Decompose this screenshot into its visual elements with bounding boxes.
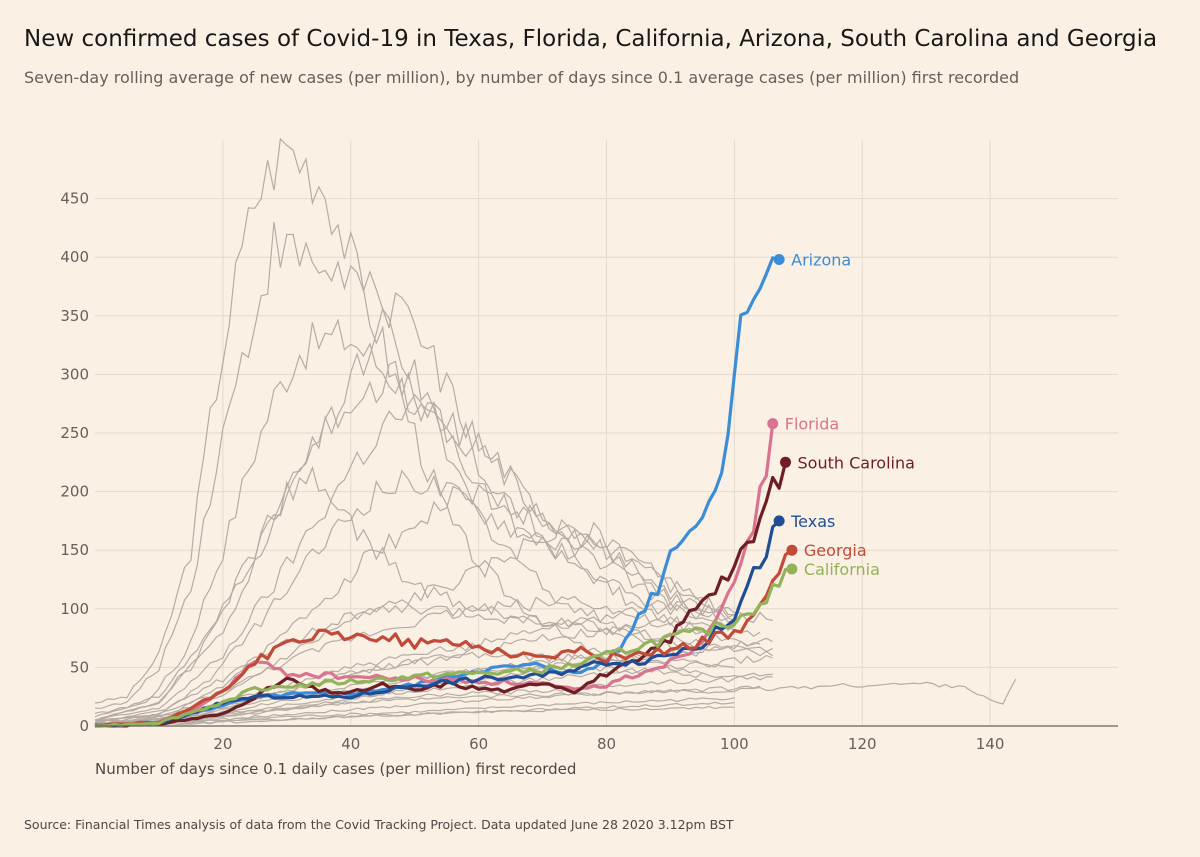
x-tick-label: 60 — [469, 735, 488, 753]
south-carolina-end-dot — [780, 456, 792, 468]
x-tick-label: 80 — [597, 735, 616, 753]
y-tick-label: 200 — [60, 483, 89, 501]
y-tick-label: 350 — [60, 307, 89, 325]
x-tick-label: 20 — [213, 735, 232, 753]
texas-label: Texas — [790, 512, 835, 531]
y-tick-label: 300 — [60, 365, 89, 383]
gridlines — [95, 140, 1118, 726]
georgia-label: Georgia — [804, 541, 867, 560]
background-country-line — [94, 697, 735, 727]
y-tick-label: 50 — [70, 658, 89, 676]
background-country-line — [94, 705, 735, 727]
california-end-dot — [786, 563, 798, 575]
georgia-end-dot — [786, 544, 798, 556]
california-line — [95, 567, 793, 728]
background-country-line — [94, 393, 735, 721]
south-carolina-label: South Carolina — [798, 453, 915, 472]
background-country-line — [94, 469, 735, 724]
south-carolina-line — [94, 461, 788, 728]
y-tick-label: 150 — [60, 541, 89, 559]
background-country-line — [94, 664, 773, 726]
y-tick-label: 450 — [60, 190, 89, 208]
x-tick-label: 40 — [341, 735, 360, 753]
background-country-line — [94, 483, 735, 724]
background-country-line — [94, 678, 1017, 725]
background-country-line — [94, 137, 703, 704]
background-country-line — [94, 595, 761, 724]
x-axis-label: Number of days since 0.1 daily cases (pe… — [95, 760, 576, 778]
source-note: Source: Financial Times analysis of data… — [24, 817, 734, 832]
x-tick-label: 100 — [720, 735, 749, 753]
background-country-line — [94, 360, 735, 722]
x-tick-label: 140 — [976, 735, 1005, 753]
y-tick-label: 400 — [60, 248, 89, 266]
florida-label: Florida — [785, 415, 839, 434]
chart-title: New confirmed cases of Covid-19 in Texas… — [24, 26, 1158, 52]
y-tick-label: 250 — [60, 424, 89, 442]
chart-subtitle: Seven-day rolling average of new cases (… — [24, 68, 1020, 87]
x-tick-label: 120 — [848, 735, 877, 753]
y-tick-label: 100 — [60, 600, 89, 618]
florida-end-dot — [767, 418, 779, 430]
background-series-lines — [94, 137, 1017, 727]
california-label: California — [804, 560, 880, 579]
background-country-line — [94, 465, 709, 721]
arizona-end-dot — [773, 254, 785, 266]
background-country-line — [94, 222, 703, 709]
georgia-line — [95, 548, 793, 728]
axes: 0 50 100 150 200 250 300 350 400 450 20 40 60 80 100 12… — [60, 190, 1118, 753]
texas-end-dot — [773, 515, 785, 527]
background-country-line — [94, 292, 703, 718]
background-country-line — [94, 318, 703, 714]
highlight-series-lines: Arizona Florida South Carolina Texas Georgia… — [94, 251, 915, 728]
arizona-label: Arizona — [791, 251, 851, 270]
y-tick-label: 0 — [79, 717, 89, 735]
